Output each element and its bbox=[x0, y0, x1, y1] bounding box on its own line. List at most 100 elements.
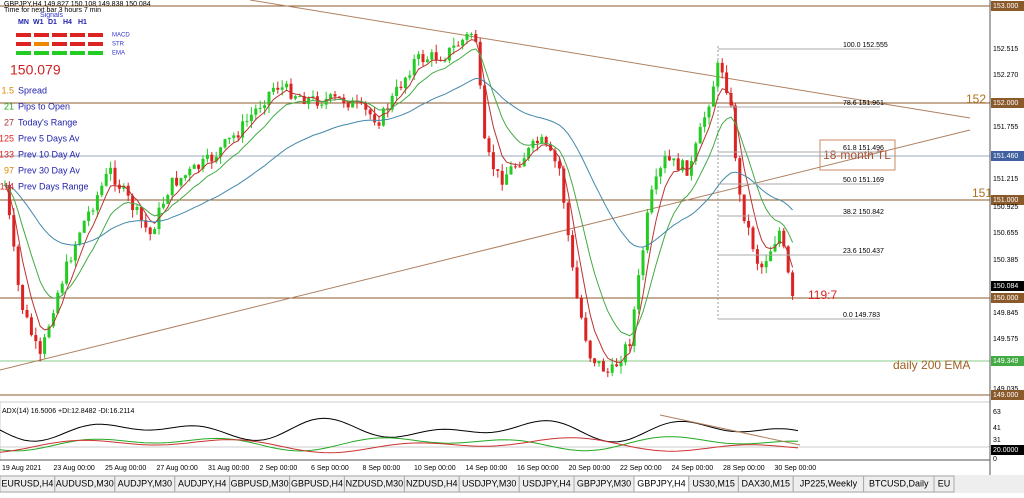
candle-body bbox=[131, 195, 135, 211]
candle-body bbox=[729, 92, 733, 106]
candle-body bbox=[126, 185, 130, 196]
candle-body bbox=[571, 235, 575, 268]
candle-body bbox=[681, 160, 685, 171]
candle-body bbox=[403, 77, 407, 89]
candle-body bbox=[584, 317, 588, 341]
candle-body bbox=[579, 298, 583, 318]
time-axis-label: 24 Sep 00:00 bbox=[672, 465, 714, 472]
candle-body bbox=[474, 33, 478, 42]
moving-average bbox=[4, 48, 794, 337]
candle-body bbox=[417, 54, 421, 60]
candle-body bbox=[742, 194, 746, 221]
time-axis-label: 8 Sep 00:00 bbox=[363, 465, 401, 472]
candle-body bbox=[791, 272, 795, 297]
tab-label: USDJPY,M30 bbox=[462, 478, 516, 488]
time-axis-label: 28 Sep 00:00 bbox=[723, 465, 765, 472]
candle-body bbox=[465, 33, 469, 40]
time-axis-label: 20 Sep 00:00 bbox=[569, 465, 611, 472]
candle-body bbox=[91, 210, 95, 212]
price-marker bbox=[991, 281, 1024, 291]
candle-body bbox=[122, 185, 126, 189]
candle-body bbox=[672, 158, 676, 161]
candle-body bbox=[619, 362, 623, 367]
price-axis-label: 153.000 bbox=[993, 3, 1018, 10]
signal-label: STR bbox=[112, 42, 125, 48]
candle-body bbox=[487, 138, 491, 153]
candle-body bbox=[540, 136, 544, 144]
stat-label: Prev 30 Day Av bbox=[18, 165, 80, 175]
timeframe: W1 bbox=[33, 19, 44, 26]
tab[interactable] bbox=[933, 475, 955, 493]
candle-body bbox=[337, 96, 341, 98]
candle-body bbox=[95, 195, 99, 211]
candle-body bbox=[60, 283, 64, 293]
candle-body bbox=[725, 72, 729, 93]
candle-body bbox=[373, 114, 377, 123]
candle-body bbox=[632, 309, 636, 347]
timeframe: MN bbox=[18, 19, 29, 26]
candle-body bbox=[593, 358, 597, 364]
tab-label: GBPJPY,M30 bbox=[577, 478, 631, 488]
stat-value: 97 bbox=[4, 165, 14, 175]
tab-label: BTCUSD,Daily bbox=[869, 478, 929, 488]
price-axis-label: 152.515 bbox=[993, 46, 1018, 53]
signal-box bbox=[16, 51, 31, 55]
stat-value: 21 bbox=[4, 101, 14, 111]
candle-body bbox=[703, 117, 707, 127]
price-marker bbox=[991, 151, 1024, 161]
candle-body bbox=[38, 341, 42, 354]
signals-title: Signals bbox=[40, 12, 63, 19]
price-axis-label: 152.000 bbox=[993, 100, 1018, 107]
stat-label: Today's Range bbox=[18, 117, 77, 127]
price-axis-label: 150.000 bbox=[993, 295, 1018, 302]
price-marker bbox=[991, 293, 1024, 303]
candle-body bbox=[241, 121, 245, 138]
candle-body bbox=[483, 85, 487, 139]
candle-body bbox=[685, 160, 689, 176]
stat-value: 27 bbox=[4, 117, 14, 127]
candle-body bbox=[447, 47, 451, 61]
adx-line bbox=[0, 436, 799, 452]
stat-label: Prev Days Range bbox=[18, 181, 89, 191]
candle-body bbox=[368, 109, 372, 115]
signal-label: EMA bbox=[112, 51, 125, 57]
candle-body bbox=[7, 184, 11, 216]
annotation: 152 bbox=[966, 92, 986, 106]
candle-body bbox=[782, 230, 786, 247]
candle-body bbox=[527, 147, 531, 159]
candle-body bbox=[351, 100, 355, 108]
time-axis-label: 30 Sep 00:00 bbox=[775, 465, 817, 472]
tab-label: EU bbox=[938, 478, 951, 488]
candle-body bbox=[219, 147, 223, 157]
candle-body bbox=[443, 60, 447, 62]
candle-body bbox=[628, 344, 632, 347]
signal-box bbox=[34, 42, 49, 46]
price-axis-label: 150.655 bbox=[993, 230, 1018, 237]
price-marker bbox=[991, 356, 1024, 366]
candle-body bbox=[43, 337, 47, 354]
candle-body bbox=[135, 206, 139, 211]
candle-body bbox=[469, 33, 473, 35]
price-axis-label: 149.035 bbox=[993, 386, 1018, 393]
candle-body bbox=[764, 261, 768, 268]
candle-body bbox=[408, 75, 412, 78]
adx-axis-label: 41 bbox=[993, 425, 1001, 432]
tab-label: AUDUSD,M30 bbox=[56, 478, 114, 488]
tab-label: AUDJPY,M30 bbox=[118, 478, 172, 488]
candle-body bbox=[276, 87, 280, 90]
candle-body bbox=[65, 261, 69, 284]
timeframe: H1 bbox=[78, 19, 87, 26]
stat-label: Spread bbox=[18, 85, 47, 95]
candle-body bbox=[73, 244, 77, 261]
timeframe: H4 bbox=[63, 19, 72, 26]
candle-body bbox=[395, 86, 399, 96]
candle-body bbox=[452, 45, 456, 48]
time-axis-label: 14 Sep 00:00 bbox=[466, 465, 508, 472]
candle-body bbox=[641, 250, 645, 276]
candle-body bbox=[553, 150, 557, 162]
annotation: 151 bbox=[972, 186, 992, 200]
header-symbol: GBPJPY,H4 149.827 150.108 149.838 150.08… bbox=[4, 1, 151, 8]
price-marker bbox=[991, 390, 1024, 400]
